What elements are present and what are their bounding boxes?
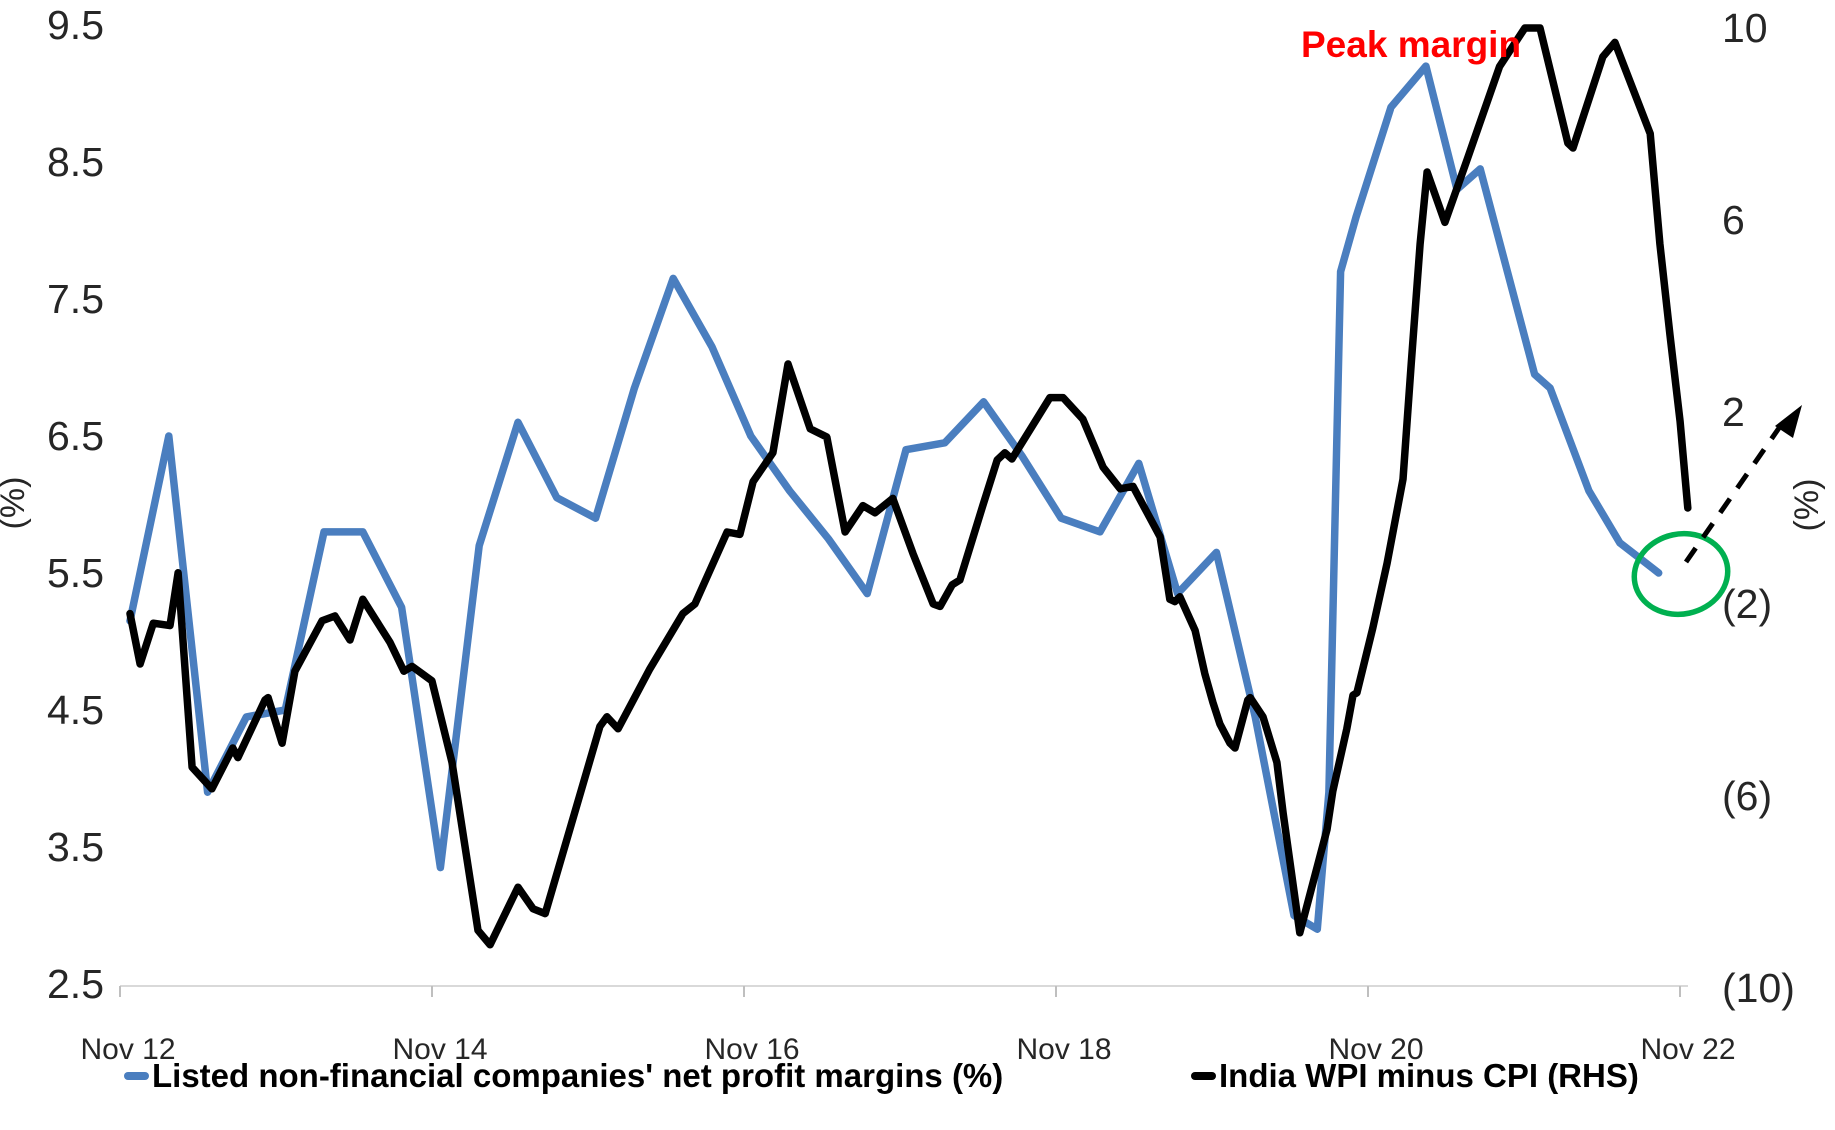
y-axis-left-label: 9.5: [47, 2, 104, 48]
y-axis-left-label: 4.5: [47, 687, 104, 733]
x-axis-label: Nov 20: [1328, 1033, 1423, 1066]
y-axis-right-label: 2: [1722, 389, 1745, 435]
green-circle-annotation: [1631, 530, 1731, 618]
y-axis-right-label: (6): [1722, 773, 1772, 819]
x-axis-label: Nov 14: [392, 1033, 487, 1066]
y-axis-right-label: (2): [1722, 581, 1772, 627]
peak-margin-annotation: Peak margin: [1301, 24, 1522, 65]
series-line-wpi-minus-cpi: [126, 24, 1692, 949]
chart-legend: Listed non-financial companies' net prof…: [0, 1050, 1835, 1110]
y-axis-left-unit-label: (%): [0, 477, 32, 530]
series-line-net-profit-margins: [126, 62, 1663, 933]
y-axis-right-label: 10: [1722, 5, 1768, 51]
legend-swatch-blue-line: [124, 1072, 149, 1080]
y-axis-left-label: 8.5: [47, 139, 104, 185]
y-axis-right-label: 6: [1722, 197, 1745, 243]
y-axis-left-label: 6.5: [47, 413, 104, 459]
x-axis-label: Nov 22: [1640, 1033, 1735, 1066]
trend-arrow-head: [1775, 405, 1802, 438]
y-axis-left-label: 3.5: [47, 824, 104, 870]
trend-arrow-dashed-line: [1683, 426, 1782, 564]
x-axis-label: Nov 18: [1016, 1033, 1111, 1066]
legend-item-wpi-minus-cpi: India WPI minus CPI (RHS): [1191, 1050, 1639, 1102]
y-axis-left-label: 2.5: [47, 961, 104, 1007]
x-axis-label: Nov 16: [704, 1033, 799, 1066]
legend-label-net-profit-margins: Listed non-financial companies' net prof…: [152, 1057, 1004, 1094]
y-axis-left-label: 7.5: [47, 276, 104, 322]
legend-label-wpi-minus-cpi: India WPI minus CPI (RHS): [1219, 1057, 1639, 1094]
legend-item-net-profit-margins: Listed non-financial companies' net prof…: [124, 1050, 1003, 1102]
legend-swatch-black-line: [1191, 1072, 1216, 1080]
x-axis-label: Nov 12: [80, 1033, 175, 1066]
y-axis-right-unit-label: (%): [1788, 479, 1826, 532]
y-axis-right-label: (10): [1722, 965, 1795, 1011]
y-axis-left-label: 5.5: [47, 550, 104, 596]
